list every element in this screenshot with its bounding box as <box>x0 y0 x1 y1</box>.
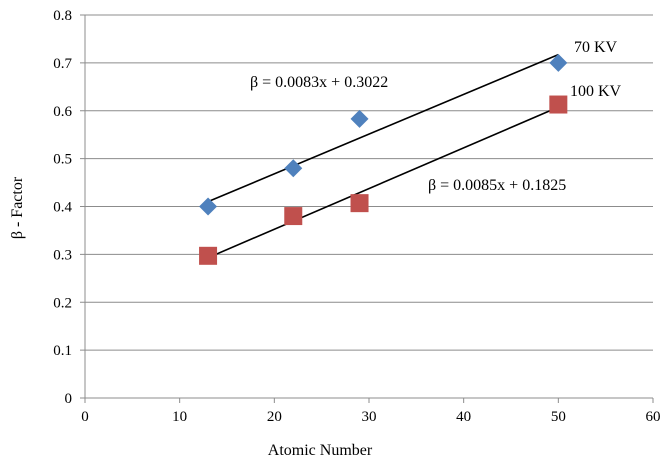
x-tick-label-3: 30 <box>362 409 377 425</box>
y-tick-label-4: 0.4 <box>53 200 72 216</box>
x-tick-label-2: 20 <box>267 409 282 425</box>
x-tick-label-4: 40 <box>456 409 471 425</box>
x-tick-label-0: 0 <box>81 409 89 425</box>
trend-equation-100kv: β = 0.0085x + 0.1825 <box>428 177 566 194</box>
x-tick-label-5: 50 <box>551 409 566 425</box>
point-series-1-3 <box>549 95 568 114</box>
y-tick-label-7: 0.7 <box>53 56 72 72</box>
series-label-100kv: 100 KV <box>570 83 622 100</box>
x-axis-title: Atomic Number <box>268 442 373 459</box>
y-tick-label-6: 0.6 <box>53 104 72 120</box>
tick-labels: 0 10 20 30 40 50 60 0 0.1 0.2 0.3 0.4 0.5 0.6 0.7 0.8 <box>53 8 660 425</box>
point-series-0-3 <box>549 53 568 72</box>
series-label-70kv: 70 KV <box>574 39 618 56</box>
trendline-series-1 <box>207 106 559 259</box>
y-tick-label-2: 0.2 <box>53 295 72 311</box>
data-points <box>199 53 568 265</box>
y-tick-label-0: 0 <box>65 391 73 407</box>
point-series-0-0 <box>199 197 218 216</box>
point-series-1-1 <box>284 207 303 226</box>
point-series-1-2 <box>350 194 369 213</box>
y-tick-label-5: 0.5 <box>53 152 72 168</box>
point-series-0-2 <box>350 109 369 128</box>
x-tick-label-1: 10 <box>172 409 187 425</box>
y-tick-label-8: 0.8 <box>53 8 72 24</box>
point-series-1-0 <box>199 246 218 265</box>
grid-lines <box>85 14 653 351</box>
trendlines <box>207 53 559 259</box>
point-series-0-1 <box>284 159 303 178</box>
y-tick-label-1: 0.1 <box>53 343 72 359</box>
axes <box>80 14 654 403</box>
trendline-series-0 <box>207 53 559 203</box>
trend-equation-70kv: β = 0.0083x + 0.3022 <box>250 74 388 91</box>
y-tick-label-3: 0.3 <box>53 247 72 263</box>
y-axis-title: β - Factor <box>9 176 26 239</box>
x-tick-label-6: 60 <box>646 409 661 425</box>
